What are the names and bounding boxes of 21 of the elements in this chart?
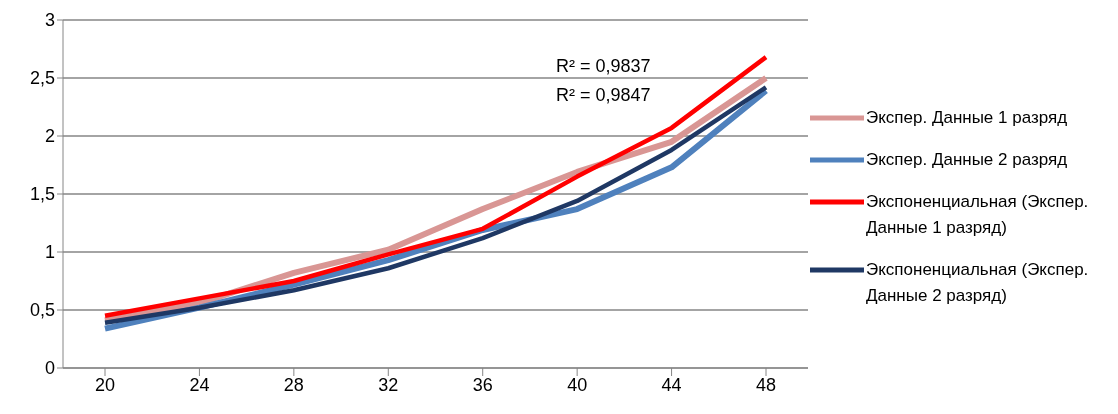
y-tick-label: 0: [44, 358, 55, 379]
y-tick-label: 1: [44, 242, 55, 263]
annotation: R² = 0,9837: [556, 55, 651, 78]
y-tick-label: 2: [44, 126, 55, 147]
y-tick-label: 2,5: [29, 68, 55, 89]
x-tick-label: 28: [283, 374, 304, 395]
x-tick-label: 40: [567, 374, 588, 395]
y-tick-label: 1,5: [29, 184, 55, 205]
y-tick-label: 0,5: [29, 300, 55, 321]
x-tick-label: 32: [378, 374, 399, 395]
x-tick-label: 20: [94, 374, 116, 395]
x-tick-label: 48: [755, 374, 777, 395]
x-tick-label: 44: [661, 374, 682, 395]
legend-label: Экспоненциальная (Экспер. Данные 2 разряд): [866, 259, 1090, 307]
y-tick-label: 3: [44, 10, 55, 31]
legend-label: Экспоненциальная (Экспер. Данные 1 разряд): [866, 191, 1090, 239]
legend-label: Экспер. Данные 1 разряд: [866, 107, 1068, 129]
annotation: R² = 0,9847: [556, 84, 651, 107]
x-tick-label: 36: [472, 374, 493, 395]
legend-label: Экспер. Данные 2 разряд: [866, 149, 1068, 171]
x-tick-label: 24: [189, 374, 210, 395]
